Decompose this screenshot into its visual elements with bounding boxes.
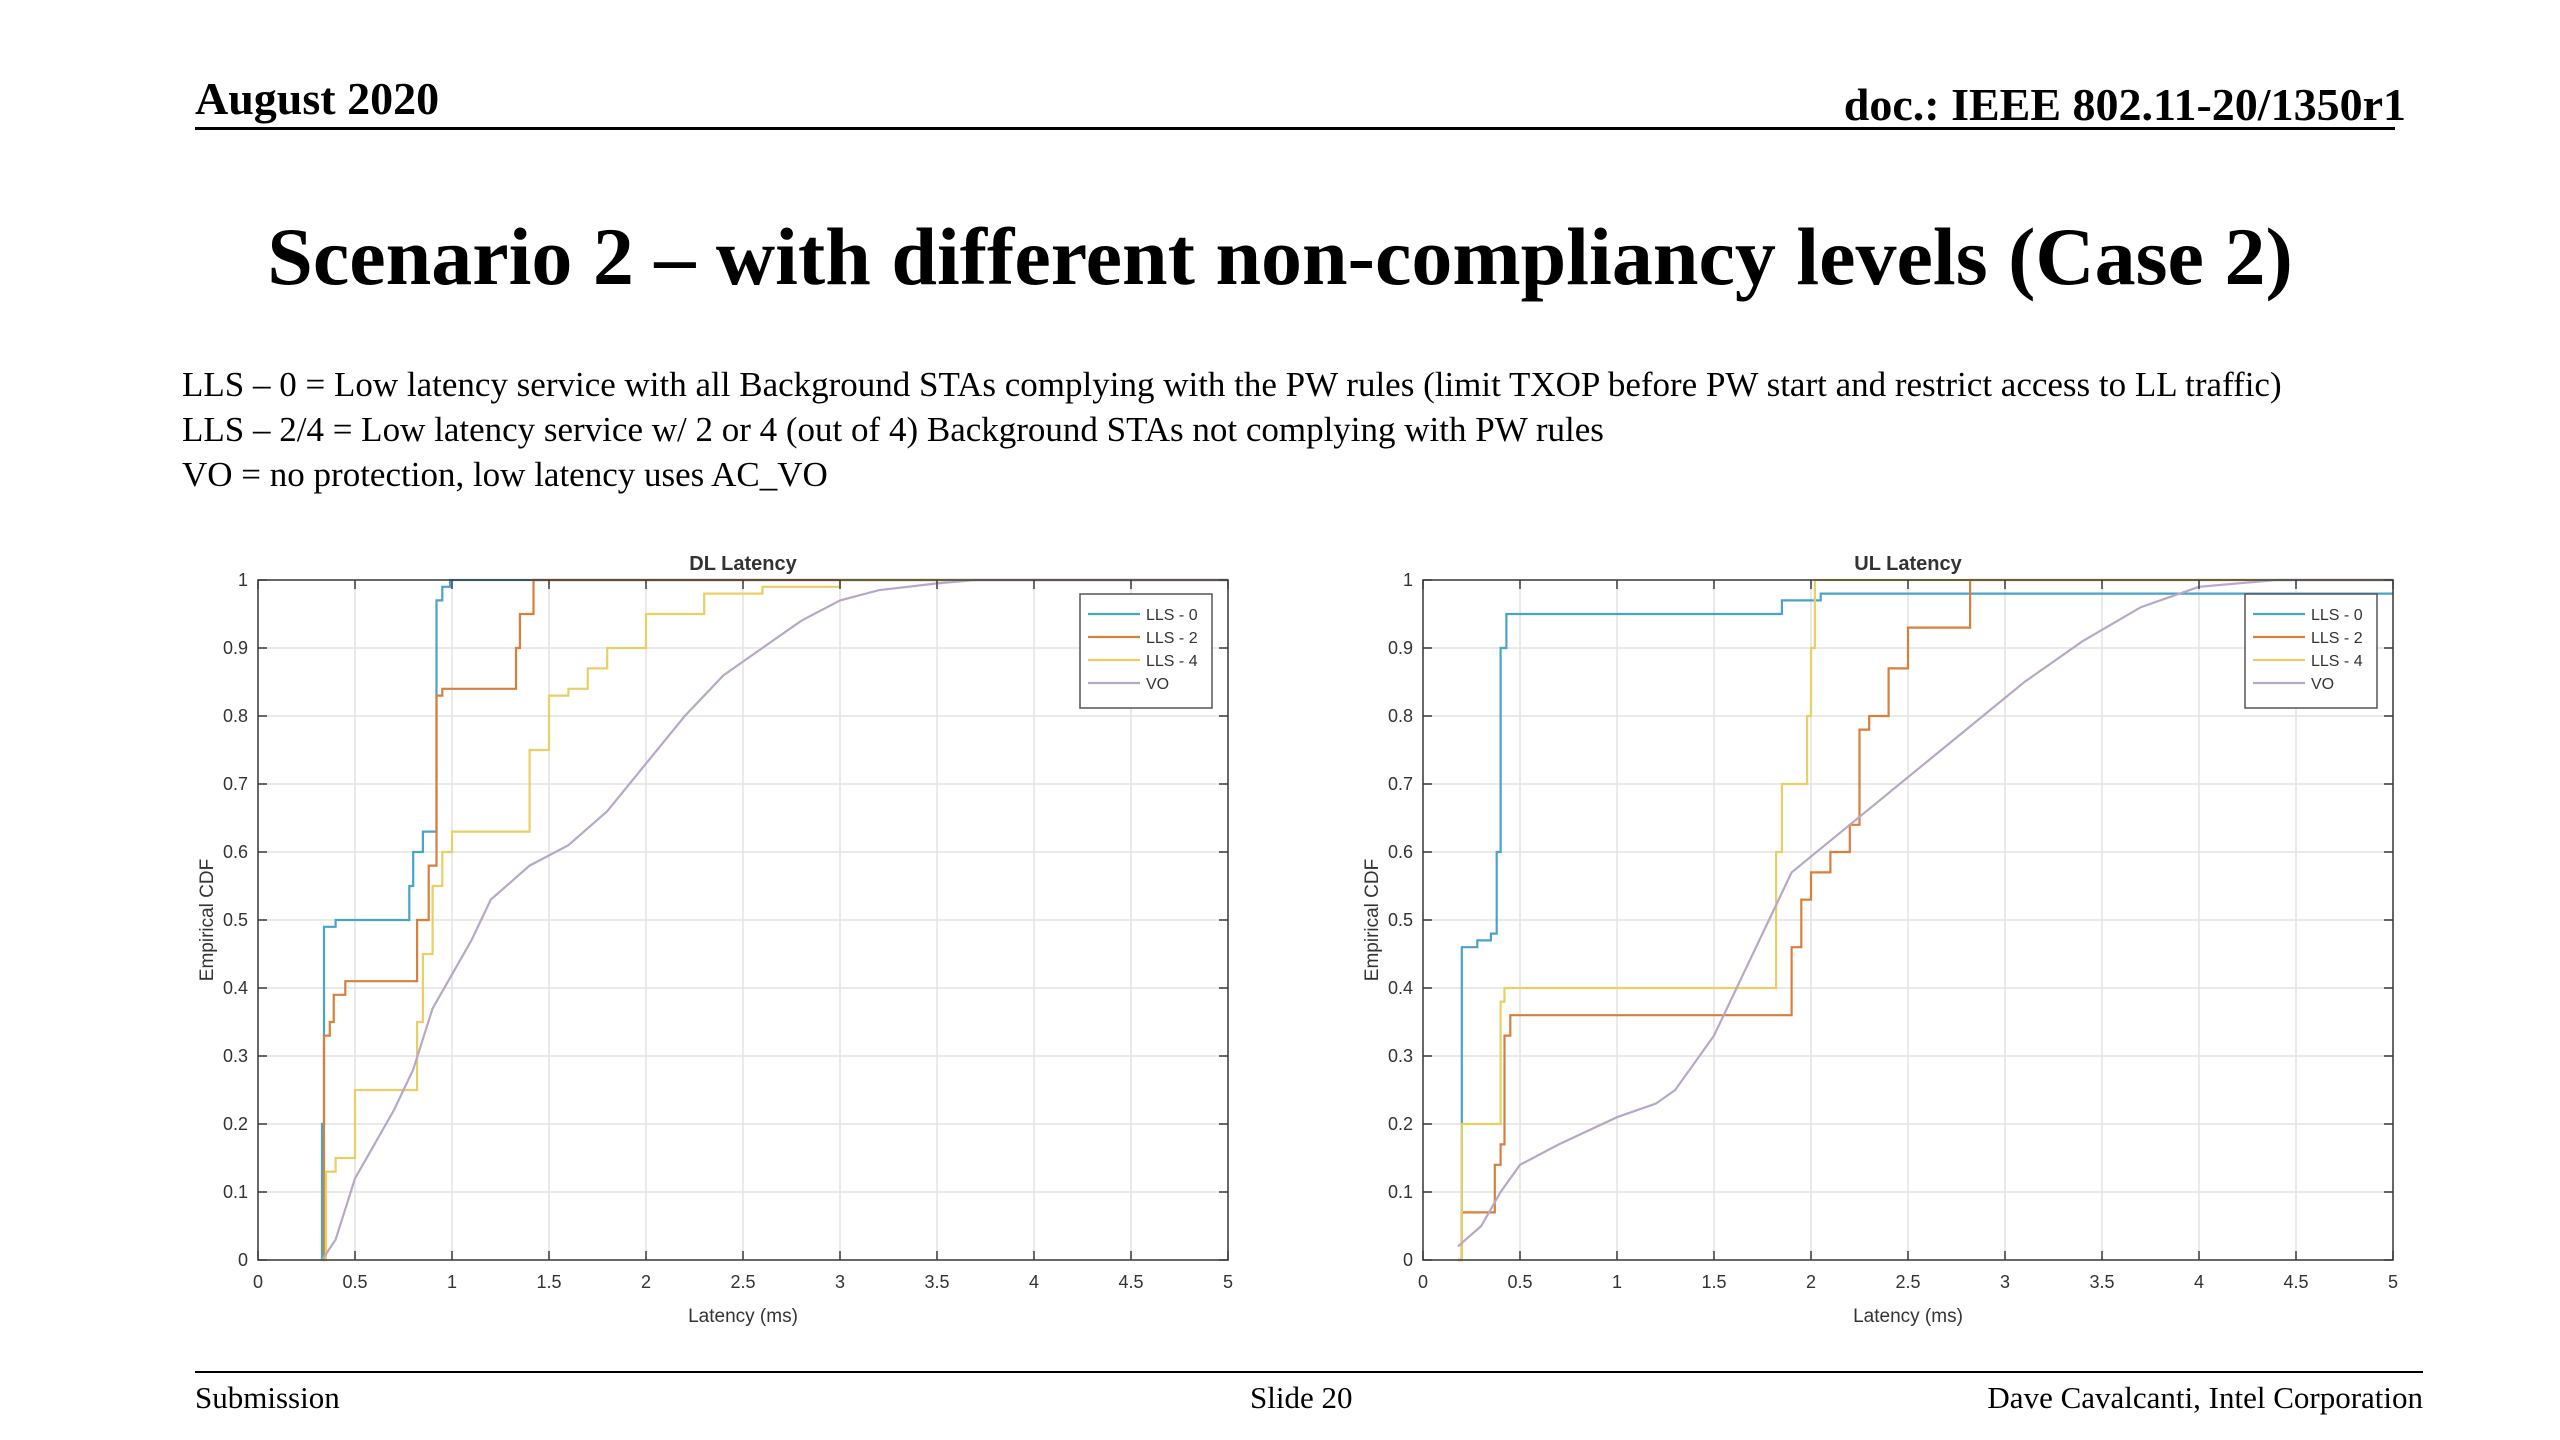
dl-latency-chart: 0 0.5 1 1.5 2 2.5 3 3.5 4 4.5 5 0 0.1 0.2 0.3 0.4 0.5 0.6… [197,553,1233,1327]
legend-label: VO [1146,676,1169,693]
header-doc-id: doc.: IEEE 802.11-20/1350r1 [1843,79,2406,130]
footer-author: Dave Cavalcanti, Intel Corporation [1987,1380,2423,1415]
series-line-lls-4 [1457,578,2393,1262]
y-tick-label: 0.1 [223,1182,248,1202]
legend-label: LLS - 4 [1146,653,1198,670]
x-tick-label: 4 [2194,1272,2204,1292]
y-tick-label: 0.5 [1388,910,1413,930]
y-tick-label: 0.6 [1388,842,1413,862]
chart-title: UL Latency [1854,553,1962,575]
legend-box [2244,593,2378,709]
x-tick-label: 2 [1806,1272,1816,1292]
x-tick-label: 2.5 [1895,1272,1920,1292]
description-line: LLS – 2/4 = Low latency service w/ 2 or … [182,410,1604,449]
x-axis-label: Latency (ms) [688,1306,798,1327]
y-tick-label: 0.3 [1388,1046,1413,1066]
x-tick-label: 5 [1223,1272,1233,1292]
y-tick-label: 0.9 [1388,638,1413,658]
x-tick-label: 1.5 [536,1272,561,1292]
ul-latency-chart: 0 0.5 1 1.5 2 2.5 3 3.5 4 4.5 5 0 0.1 0.2 0.3 0.4 0.5 0.6… [1362,553,2398,1327]
legend-label: LLS - 0 [1146,607,1198,624]
legend-label: VO [2311,676,2334,693]
header-rule [195,127,2395,130]
y-tick-label: 0.6 [223,842,248,862]
slide-title: Scenario 2 – with different non-complian… [267,211,2293,302]
series-line-vo [1457,578,2393,1248]
legend-label: LLS - 4 [2311,653,2363,670]
header-date: August 2020 [195,73,440,124]
x-tick-label: 1.5 [1701,1272,1726,1292]
x-tick-label: 2 [641,1272,651,1292]
series-line-vo [321,578,1228,1261]
x-tick-label: 0 [253,1272,263,1292]
y-tick-label: 0.1 [1388,1182,1413,1202]
series-line-lls-0 [320,578,1228,1260]
y-tick-label: 0.8 [223,706,248,726]
x-tick-label: 4.5 [1118,1272,1143,1292]
x-tick-label: 4 [1029,1272,1039,1292]
footer-submission: Submission [195,1380,340,1415]
x-axis-label: Latency (ms) [1853,1306,1963,1327]
description-line: LLS – 0 = Low latency service with all B… [182,365,2282,404]
x-tick-label: 3 [2000,1272,2010,1292]
x-tick-label: 3.5 [924,1272,949,1292]
x-tick-label: 5 [2388,1272,2398,1292]
x-tick-label: 1 [1612,1272,1622,1292]
legend-label: LLS - 2 [2311,630,2363,647]
y-tick-label: 0 [1403,1250,1413,1270]
y-tick-label: 0.4 [1388,978,1413,998]
description-block: LLS – 0 = Low latency service with all B… [182,362,2282,497]
series-line-lls-2 [1457,578,2393,1262]
y-tick-label: 0.8 [1388,706,1413,726]
x-tick-label: 4.5 [2283,1272,2308,1292]
x-tick-label: 0 [1418,1272,1428,1292]
legend-label: LLS - 2 [1146,630,1198,647]
y-tick-label: 1 [1403,570,1413,590]
series-line-lls-4 [322,578,1228,1262]
y-tick-label: 0.7 [1388,774,1413,794]
y-tick-label: 0.2 [223,1114,248,1134]
y-tick-label: 0.7 [223,774,248,794]
y-tick-label: 0.3 [223,1046,248,1066]
x-tick-label: 1 [447,1272,457,1292]
y-tick-label: 0 [238,1250,248,1270]
description-line: VO = no protection, low latency uses AC_… [182,455,828,494]
y-tick-label: 1 [238,570,248,590]
y-axis-label: Empirical CDF [197,859,218,981]
y-tick-label: 0.2 [1388,1114,1413,1134]
x-tick-label: 0.5 [1507,1272,1532,1292]
legend-label: LLS - 0 [2311,607,2363,624]
y-tick-label: 0.4 [223,978,248,998]
footer-rule [195,1371,2423,1373]
series-line-lls-2 [322,578,1228,1262]
y-tick-label: 0.5 [223,910,248,930]
x-tick-label: 3 [835,1272,845,1292]
y-tick-label: 0.9 [223,638,248,658]
footer-slide-number: Slide 20 [1250,1380,1353,1415]
x-tick-label: 3.5 [2089,1272,2114,1292]
chart-title: DL Latency [689,553,797,575]
series-line-lls-0 [1457,592,2393,1262]
x-tick-label: 0.5 [342,1272,367,1292]
x-tick-label: 2.5 [730,1272,755,1292]
y-axis-label: Empirical CDF [1362,859,1383,981]
